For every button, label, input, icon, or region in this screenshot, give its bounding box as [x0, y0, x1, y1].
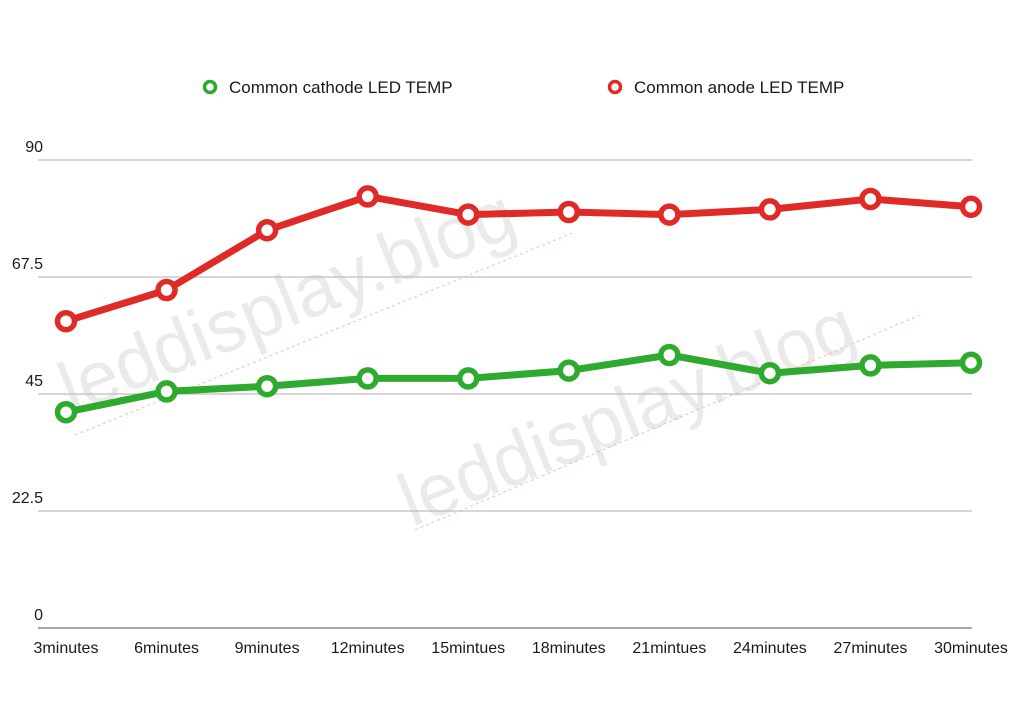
data-point: [658, 203, 681, 226]
x-tick-label: 27minutes: [834, 640, 908, 657]
x-axis-ticks: 3minutes 6minutes 9minutes 12minutes 15mintu…: [34, 640, 1008, 657]
x-tick-label: 3minutes: [34, 640, 99, 657]
x-tick-label: 12minutes: [331, 640, 405, 657]
legend-item: Common anode LED TEMP: [607, 78, 844, 97]
data-point: [557, 359, 581, 382]
data-point: [255, 218, 279, 242]
data-point: [859, 354, 882, 377]
data-point: [155, 380, 178, 403]
data-point: [456, 203, 480, 226]
data-point: [255, 374, 279, 398]
watermark-group: leddisplay.blog leddisplay.blog: [47, 172, 921, 542]
data-point: [758, 198, 782, 221]
data-point: [155, 278, 178, 302]
legend-label: Common anode LED TEMP: [634, 78, 844, 97]
series-cathode: [54, 343, 983, 424]
watermark-underline-2: [414, 314, 921, 531]
series-line: [62, 192, 975, 325]
data-point: [557, 200, 581, 224]
data-point: [356, 185, 379, 208]
data-point: [54, 309, 78, 333]
watermark-text-2: leddisplay.blog: [387, 284, 867, 542]
x-tick-label: 24minutes: [733, 640, 807, 657]
legend-label: Common cathode LED TEMP: [229, 78, 453, 97]
x-tick-label: 30minutes: [934, 640, 1008, 657]
y-tick-label: 45: [25, 373, 43, 390]
y-tick-label: 0: [34, 607, 43, 624]
y-tick-label: 67.5: [12, 256, 43, 273]
legend-marker-icon: [202, 79, 218, 95]
data-point: [54, 400, 78, 424]
y-axis-ticks: 0 22.5 45 67.5 90: [12, 139, 43, 624]
gridlines: [38, 159, 972, 629]
data-point: [456, 367, 480, 390]
series-line: [62, 351, 975, 416]
legend-item: Common cathode LED TEMP: [202, 78, 453, 97]
data-point: [658, 343, 681, 367]
y-tick-label: 90: [25, 139, 43, 156]
x-tick-label: 9minutes: [235, 640, 300, 657]
legend-marker-icon: [607, 79, 623, 95]
x-tick-label: 21mintues: [632, 640, 706, 657]
x-tick-label: 6minutes: [134, 640, 199, 657]
data-point: [959, 195, 983, 219]
data-point: [758, 361, 782, 385]
y-tick-label: 22.5: [12, 490, 43, 507]
data-point: [859, 187, 882, 211]
legend: Common cathode LED TEMP Common anode LED …: [202, 78, 844, 97]
series-group: [54, 185, 983, 424]
x-tick-label: 18minutes: [532, 640, 606, 657]
x-tick-label: 15mintues: [431, 640, 505, 657]
data-point: [356, 367, 379, 390]
series-anode: [54, 185, 983, 333]
data-point: [959, 351, 983, 375]
